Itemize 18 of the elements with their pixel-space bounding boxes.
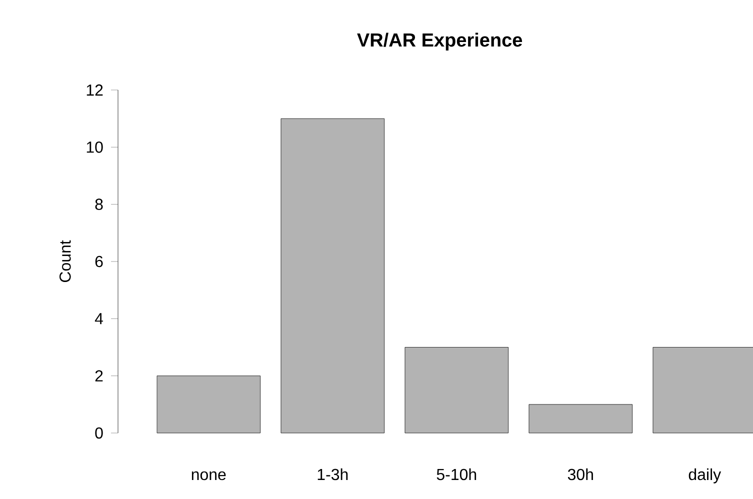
y-tick-label: 6: [95, 256, 103, 268]
x-tick-label: none: [192, 471, 226, 480]
bar: [528, 404, 632, 433]
y-tick-label: 2: [95, 370, 103, 382]
x-tick-label: 5-10h: [436, 468, 476, 480]
bar: [156, 376, 260, 433]
bar: [404, 347, 508, 433]
y-tick-label: 12: [86, 84, 103, 96]
chart-title: VR/AR Experience: [357, 32, 522, 50]
y-axis-title: Count: [59, 240, 71, 282]
x-tick-label: 30h: [568, 468, 593, 480]
y-tick-label: 8: [95, 198, 103, 210]
x-tick-label: daily: [688, 468, 722, 484]
y-tick-label: 0: [95, 427, 103, 439]
y-tick-label: 4: [94, 313, 103, 324]
bar: [280, 118, 384, 433]
y-tick-label: 10: [86, 142, 103, 153]
x-tick-label: 1-3h: [318, 468, 348, 480]
